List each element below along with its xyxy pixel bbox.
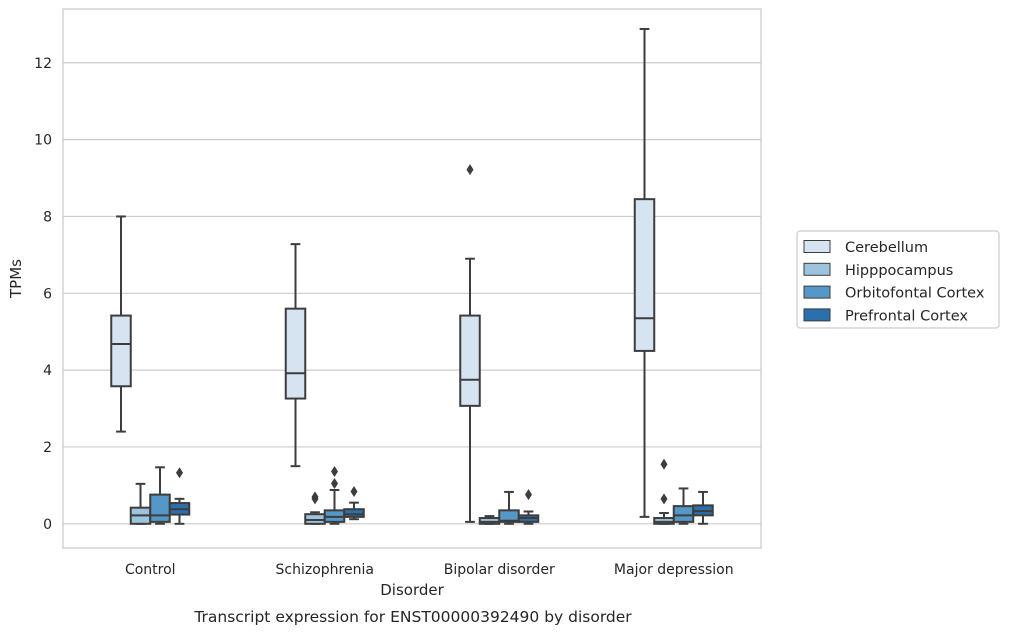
box-hipppocampus: [653, 458, 675, 525]
legend-swatch: [803, 308, 831, 322]
outlier-marker: [176, 467, 183, 479]
box-cerebellum: [110, 215, 132, 433]
box-orbitofontal-cortex: [672, 487, 695, 525]
box-cerebellum: [284, 243, 307, 468]
outlier-marker: [331, 466, 338, 478]
box-prefrontal-cortex: [517, 489, 540, 525]
box-plots: [110, 27, 714, 525]
y-axis-title: TPMs: [7, 259, 25, 299]
y-tick-label: 0: [43, 517, 52, 533]
legend: Cerebellum Hipppocampus Orbitofontal Corte…: [796, 230, 1000, 329]
x-tick-labels: Control Schizophrenia Bipolar disorder Majo…: [125, 562, 734, 578]
x-tick-label: Major depression: [614, 562, 734, 578]
legend-label: Hipppocampus: [845, 263, 953, 279]
outlier-marker: [525, 489, 532, 501]
outlier-marker: [660, 493, 668, 505]
box-body: [672, 505, 695, 523]
x-tick-label: Control: [125, 562, 176, 578]
box-orbitofontal-cortex: [149, 466, 171, 525]
box-prefrontal-cortex: [343, 486, 365, 521]
y-tick-label: 2: [43, 440, 52, 456]
outlier-marker: [466, 164, 474, 176]
box-body: [343, 508, 365, 518]
outlier-marker: [660, 458, 668, 470]
legend-label: Orbitofontal Cortex: [845, 286, 985, 302]
x-tick-label: Schizophrenia: [276, 562, 374, 578]
box-body: [149, 493, 171, 523]
legend-items: Cerebellum Hipppocampus Orbitofontal Corte…: [803, 240, 985, 324]
box-orbitofontal-cortex: [498, 490, 520, 525]
y-tick-label: 8: [43, 209, 52, 225]
outlier-marker: [350, 486, 358, 498]
chart-caption: Transcript expression for ENST0000039249…: [193, 608, 632, 626]
legend-swatch: [803, 240, 831, 253]
y-tick-label: 4: [43, 363, 52, 379]
y-tick-label: 10: [34, 133, 52, 149]
x-tick-label: Bipolar disorder: [444, 562, 555, 578]
outlier-marker: [331, 477, 338, 489]
plot-frame: [62, 8, 762, 549]
legend-swatch: [803, 285, 831, 299]
x-axis-title: Disorder: [380, 581, 444, 599]
box-body: [633, 198, 656, 352]
box-prefrontal-cortex: [692, 490, 714, 525]
y-tick-labels: 0 2 4 6 8 10 12: [34, 56, 52, 533]
box-body: [459, 314, 481, 407]
box-cerebellum: [459, 164, 481, 523]
gridlines: [63, 62, 761, 525]
legend-label: Prefrontal Cortex: [845, 308, 968, 324]
box-hipppocampus: [304, 491, 326, 525]
legend-label: Cerebellum: [845, 240, 928, 256]
box-hipppocampus: [129, 482, 152, 525]
box-hipppocampus: [478, 515, 501, 525]
box-cerebellum: [633, 27, 656, 518]
box-orbitofontal-cortex: [323, 466, 346, 525]
box-body: [284, 307, 307, 400]
y-tick-label: 6: [43, 286, 52, 302]
y-tick-label: 12: [34, 56, 52, 72]
legend-swatch: [803, 262, 831, 276]
legend-frame: [796, 230, 1000, 329]
outlier-marker: [311, 493, 319, 505]
box-body: [110, 314, 132, 388]
box-prefrontal-cortex: [168, 467, 191, 525]
